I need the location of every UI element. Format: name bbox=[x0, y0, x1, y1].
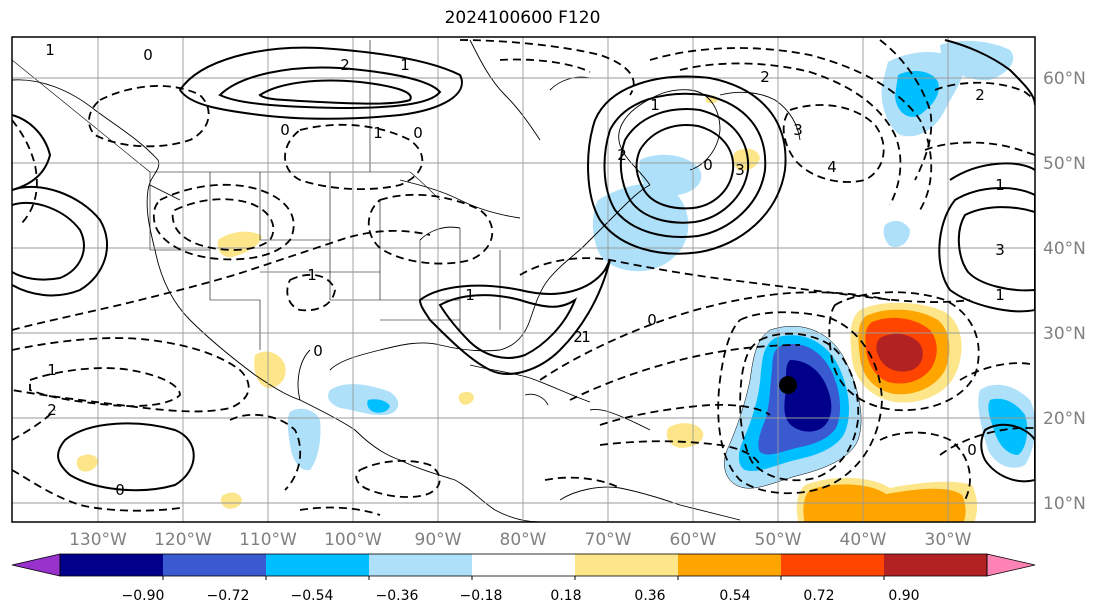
longitude-labels: 130°W 120°W 110°W 100°W 90°W 80°W 70°W 6… bbox=[69, 530, 972, 550]
contour-label: 3 bbox=[793, 121, 803, 139]
colorbar-segment bbox=[575, 554, 679, 576]
colorbar-segment bbox=[266, 554, 370, 576]
colorbar-segment bbox=[60, 554, 164, 576]
contour-label: 0 bbox=[313, 342, 323, 360]
contour-label: 0 bbox=[280, 121, 290, 139]
colorbar-segment bbox=[472, 554, 576, 576]
contour-label: 0 bbox=[143, 46, 153, 64]
colorbar-tick-label: 0.72 bbox=[803, 588, 834, 604]
lon-label: 120°W bbox=[154, 530, 212, 550]
latitude-labels: 60°N 50°N 40°N 30°N 20°N 10°N bbox=[1043, 69, 1086, 514]
contour-label: 2 bbox=[47, 401, 57, 419]
colorbar-segment bbox=[163, 554, 267, 576]
contour-label: 0 bbox=[647, 311, 657, 329]
lat-label: 30°N bbox=[1043, 324, 1086, 344]
lon-label: 90°W bbox=[415, 530, 462, 550]
colorbar-tick-label: 0.18 bbox=[550, 588, 581, 604]
colorbar-segment bbox=[369, 554, 473, 576]
storm-center-marker bbox=[779, 376, 797, 394]
colorbar-segment bbox=[884, 554, 988, 576]
colorbar-tick-label: −0.18 bbox=[460, 588, 503, 604]
colorbar-tick-label: −0.90 bbox=[122, 588, 165, 604]
contour-label: 1 bbox=[650, 96, 660, 114]
colorbar-segment bbox=[781, 554, 885, 576]
lon-label: 80°W bbox=[500, 530, 547, 550]
graticule bbox=[12, 37, 1035, 522]
lon-label: 50°W bbox=[755, 530, 802, 550]
lat-label: 60°N bbox=[1043, 69, 1086, 89]
contour-label: 2 bbox=[340, 56, 350, 74]
lat-label: 10°N bbox=[1043, 494, 1086, 514]
contour-label: 2 bbox=[975, 86, 985, 104]
colorbar-frame bbox=[59, 553, 988, 577]
contour-label: 1 bbox=[45, 41, 55, 59]
contour-label: 1 bbox=[400, 56, 410, 74]
colorbar-extend-min bbox=[11, 553, 61, 577]
colorbar-tick-label: 0.36 bbox=[634, 588, 665, 604]
lon-label: 110°W bbox=[239, 530, 297, 550]
contour-label: 1 bbox=[995, 286, 1005, 304]
lon-label: 130°W bbox=[69, 530, 127, 550]
colorbar bbox=[11, 553, 1036, 580]
colorbar-tick-label: 0.54 bbox=[719, 588, 750, 604]
colorbar-tick-labels: −0.90 −0.72 −0.54 −0.36 −0.18 0.18 0.36 … bbox=[122, 588, 920, 604]
contour-label: 0 bbox=[967, 441, 977, 459]
negative-contours bbox=[12, 39, 1035, 516]
colorbar-segment bbox=[678, 554, 782, 576]
contour-label: 2 bbox=[617, 146, 627, 164]
contour-label: 2 bbox=[573, 328, 583, 346]
lon-label: 100°W bbox=[324, 530, 382, 550]
lat-label: 50°N bbox=[1043, 154, 1086, 174]
colorbar-tick-label: −0.36 bbox=[376, 588, 419, 604]
contour-label: 2 bbox=[760, 68, 770, 86]
lon-label: 40°W bbox=[840, 530, 887, 550]
lat-label: 40°N bbox=[1043, 239, 1086, 259]
lon-label: 70°W bbox=[585, 530, 632, 550]
lat-label: 20°N bbox=[1043, 409, 1086, 429]
colorbar-extend-max bbox=[986, 553, 1036, 577]
contour-label: 1 bbox=[581, 328, 591, 346]
colorbar-tick-label: −0.54 bbox=[291, 588, 334, 604]
positive-contours bbox=[12, 39, 1035, 492]
colorbar-tick-label: −0.72 bbox=[207, 588, 250, 604]
contour-label: 3 bbox=[995, 241, 1005, 259]
lon-label: 60°W bbox=[670, 530, 717, 550]
contour-label: 4 bbox=[827, 158, 837, 176]
contour-label: 1 bbox=[373, 124, 383, 142]
map-title: 2024100600 F120 bbox=[444, 8, 601, 28]
contour-label: 3 bbox=[735, 161, 745, 179]
contour-label: 0 bbox=[115, 481, 125, 499]
map-frame bbox=[11, 36, 1036, 523]
contour-label: 0 bbox=[703, 156, 713, 174]
colorbar-tick-label: 0.90 bbox=[888, 588, 919, 604]
coastlines bbox=[12, 39, 801, 522]
contour-label: 1 bbox=[47, 361, 57, 379]
contour-label: 1 bbox=[995, 176, 1005, 194]
contour-label: 1 bbox=[465, 286, 475, 304]
lon-label: 30°W bbox=[925, 530, 972, 550]
contour-label: 0 bbox=[413, 124, 423, 142]
contour-label: 1 bbox=[307, 266, 317, 284]
